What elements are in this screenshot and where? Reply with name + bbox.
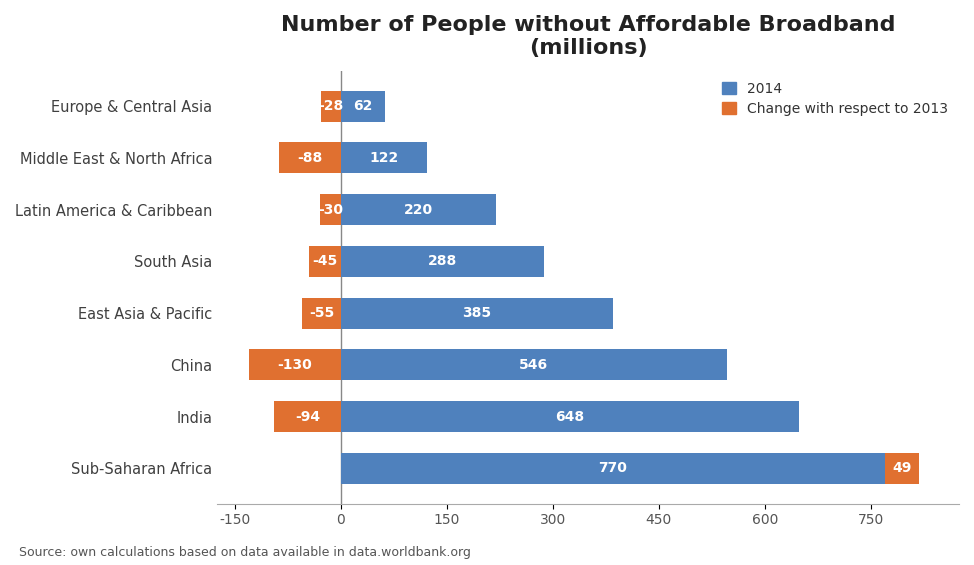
Bar <box>341 246 544 277</box>
Bar <box>341 142 427 173</box>
Text: -130: -130 <box>278 358 313 372</box>
Bar <box>302 298 341 329</box>
Bar <box>341 90 385 121</box>
Bar <box>249 349 341 380</box>
Text: 546: 546 <box>519 358 548 372</box>
Text: 770: 770 <box>598 462 627 476</box>
Bar <box>319 194 341 225</box>
Bar <box>341 349 727 380</box>
Text: 288: 288 <box>428 254 457 268</box>
Bar <box>341 453 884 484</box>
Bar <box>309 246 341 277</box>
Text: -45: -45 <box>313 254 338 268</box>
Bar <box>341 194 497 225</box>
Text: 49: 49 <box>892 462 912 476</box>
Text: -30: -30 <box>318 203 343 216</box>
Legend: 2014, Change with respect to 2013: 2014, Change with respect to 2013 <box>718 78 952 120</box>
Text: 220: 220 <box>404 203 433 216</box>
Bar <box>275 401 341 432</box>
Text: 385: 385 <box>463 306 492 320</box>
Bar <box>341 298 613 329</box>
Bar <box>321 90 341 121</box>
Text: Source: own calculations based on data available in data.worldbank.org: Source: own calculations based on data a… <box>19 546 471 559</box>
Text: 122: 122 <box>369 151 398 165</box>
Text: -88: -88 <box>297 151 322 165</box>
Text: -94: -94 <box>295 410 320 424</box>
Text: -55: -55 <box>309 306 334 320</box>
Text: -28: -28 <box>318 99 344 113</box>
Title: Number of People without Affordable Broadband
(millions): Number of People without Affordable Broa… <box>281 15 895 58</box>
Text: 62: 62 <box>354 99 372 113</box>
Text: 648: 648 <box>555 410 584 424</box>
Bar <box>341 401 799 432</box>
Bar <box>279 142 341 173</box>
Bar <box>884 453 919 484</box>
